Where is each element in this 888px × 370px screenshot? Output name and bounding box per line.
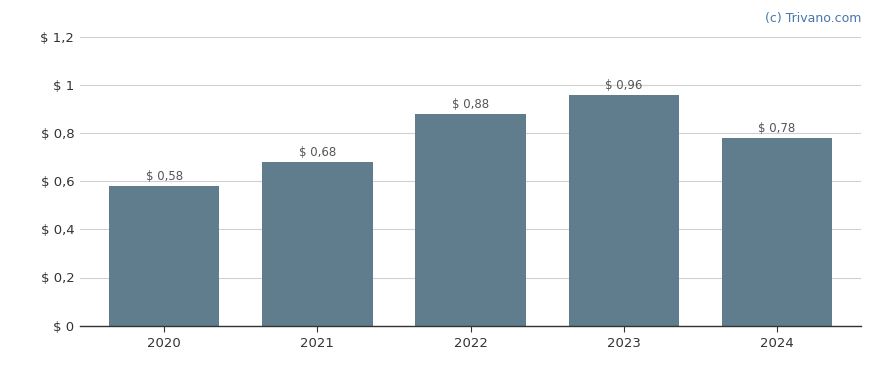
Bar bbox=[568, 95, 679, 326]
Bar bbox=[722, 138, 832, 326]
Text: (c) Trivano.com: (c) Trivano.com bbox=[765, 13, 861, 26]
Text: $ 0,58: $ 0,58 bbox=[146, 170, 183, 183]
Text: $ 0,78: $ 0,78 bbox=[758, 122, 796, 135]
Bar bbox=[109, 186, 219, 326]
Bar bbox=[262, 162, 373, 326]
Text: $ 0,88: $ 0,88 bbox=[452, 98, 489, 111]
Text: $ 0,68: $ 0,68 bbox=[298, 146, 336, 159]
Text: $ 0,96: $ 0,96 bbox=[606, 78, 643, 92]
Bar bbox=[416, 114, 526, 326]
